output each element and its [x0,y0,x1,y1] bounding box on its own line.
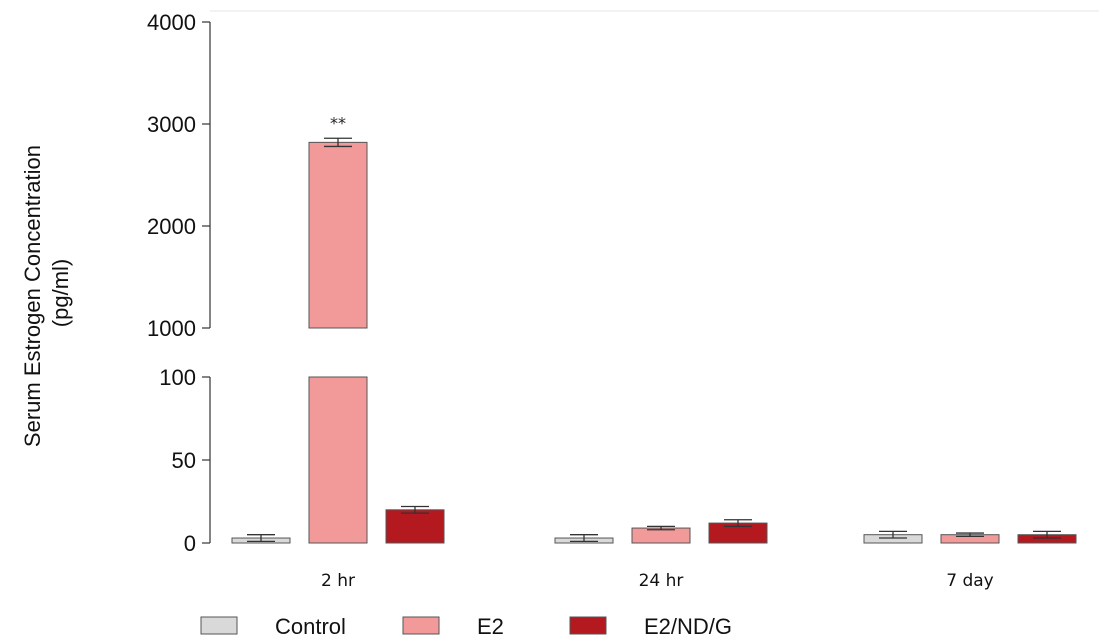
x-tick-label: 2 hr [321,571,355,591]
legend-swatch-e2 [402,616,440,635]
legend-swatch-control [200,616,238,635]
y-axis-label-line1: Serum Estrogen Concentration [20,145,45,447]
y-tick-label: 0 [184,531,196,556]
legend-label-e2-nd-g: E2/ND/G [644,614,732,639]
x-tick-label: 24 hr [639,571,684,591]
y-axis-label-line2: (pg/ml) [48,259,73,327]
y-tick-label: 3000 [147,112,196,137]
legend-label-e2: E2 [477,614,504,639]
y-axis-label: Serum Estrogen Concentration (pg/ml) [20,139,73,447]
error-bars [247,137,1061,542]
legend: Control E2 E2/ND/G [200,614,732,639]
legend-swatch-e2-nd-g [569,616,607,635]
x-tick-label: 7 day [946,571,994,591]
y-tick-label: 100 [159,365,196,390]
y-ticks: 0 50 100 1000 2000 3000 4000 [147,10,210,556]
y-tick-label: 1000 [147,316,196,341]
y-tick-label: 50 [172,448,196,473]
bar-e2-nd-g [385,509,445,544]
x-axis-labels: 2 hr 24 hr 7 day [321,571,994,591]
bar-e2-upper [308,141,368,329]
bar-e2-lower [308,376,368,544]
y-tick-label: 2000 [147,214,196,239]
bars [231,141,1077,544]
annotations: ** [330,113,346,132]
y-tick-label: 4000 [147,10,196,35]
legend-label-control: Control [275,614,346,639]
significance-annotation: ** [330,113,346,132]
